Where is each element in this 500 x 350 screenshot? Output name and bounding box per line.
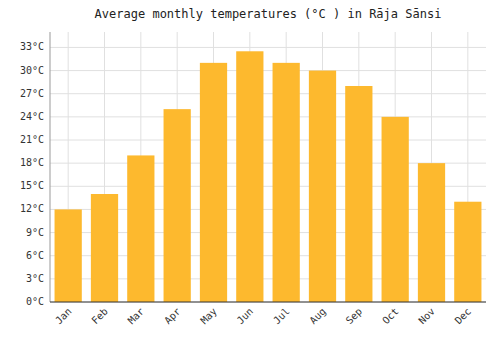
- x-tick-label: Feb: [89, 306, 110, 327]
- bars: [55, 51, 482, 302]
- bar: [454, 202, 481, 302]
- y-grid-line: [50, 47, 486, 48]
- y-grid-line: [50, 116, 486, 117]
- y-grid-line: [50, 70, 486, 71]
- bar: [236, 51, 263, 302]
- y-tick-label: 12°C: [20, 203, 44, 214]
- bar: [164, 109, 191, 302]
- x-axis-line: [50, 302, 486, 303]
- y-tick-label: 0°C: [26, 296, 44, 307]
- y-grid-line: [50, 302, 486, 303]
- x-tick-label: Aug: [307, 306, 328, 327]
- chart-svg: Average monthly temperatures (°C ) in Rā…: [0, 0, 500, 350]
- bar: [127, 155, 154, 302]
- y-grid-line: [50, 140, 486, 141]
- bar: [55, 209, 82, 302]
- y-tick-label: 30°C: [20, 65, 44, 76]
- x-tick-label: Jul: [271, 306, 292, 327]
- title: Average monthly temperatures (°C ) in Rā…: [95, 7, 442, 21]
- x-tick-label: Jan: [53, 306, 74, 327]
- x-tick-label: Nov: [416, 306, 437, 327]
- x-tick-label: Apr: [162, 306, 183, 327]
- y-tick-label: 3°C: [26, 273, 44, 284]
- x-tick-label: Dec: [453, 306, 474, 327]
- y-grid-line: [50, 93, 486, 94]
- bar: [382, 117, 409, 302]
- bar: [345, 86, 372, 302]
- y-axis-line: [50, 32, 51, 302]
- bar: [200, 63, 227, 302]
- bar: [273, 63, 300, 302]
- x-tick-label: May: [198, 306, 219, 327]
- x-tick-label: Sep: [344, 306, 365, 327]
- x-tick-label: Oct: [380, 306, 401, 327]
- y-tick-label: 18°C: [20, 157, 44, 168]
- chart-container: Average monthly temperatures (°C ) in Rā…: [0, 0, 500, 350]
- grid: [50, 32, 486, 302]
- bar: [418, 163, 445, 302]
- y-tick-label: 33°C: [20, 41, 44, 52]
- bar: [91, 194, 118, 302]
- y-tick-label: 21°C: [20, 134, 44, 145]
- x-tick-label: Mar: [126, 306, 147, 327]
- y-tick-label: 9°C: [26, 227, 44, 238]
- x-tick-label: Jun: [235, 306, 256, 327]
- y-tick-label: 27°C: [20, 88, 44, 99]
- y-tick-label: 15°C: [20, 180, 44, 191]
- y-tick-label: 6°C: [26, 250, 44, 261]
- bar: [309, 71, 336, 302]
- y-tick-label: 24°C: [20, 111, 44, 122]
